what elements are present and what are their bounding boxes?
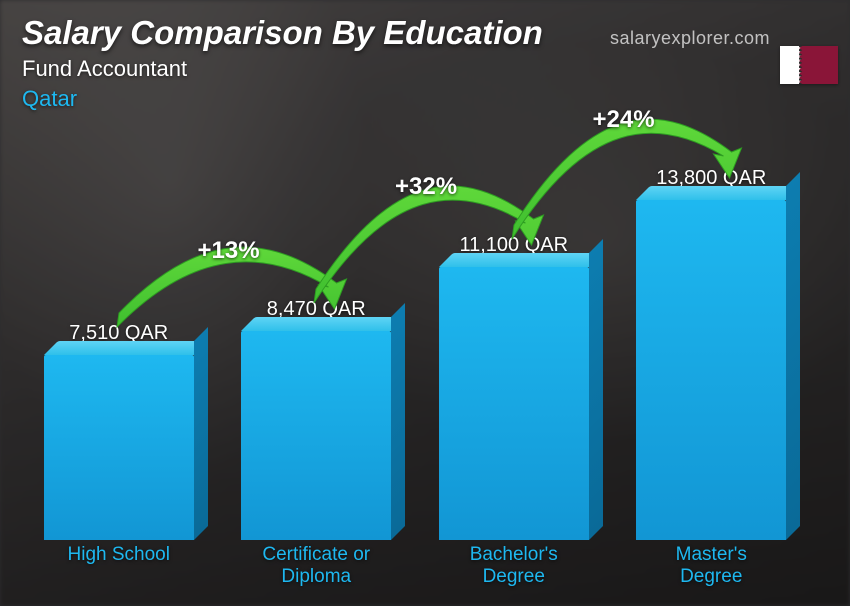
flag-fly xyxy=(799,46,838,84)
bar xyxy=(636,200,786,540)
watermark: salaryexplorer.com xyxy=(610,28,770,49)
bar xyxy=(241,331,391,540)
labels-container: High School Certificate orDiploma Bachelor… xyxy=(40,544,790,588)
qatar-flag-icon xyxy=(780,46,838,84)
bar-chart: 7,510 QAR 8,470 QAR 11,100 QAR 13,800 QAR H… xyxy=(40,130,790,588)
subtitle: Fund Accountant xyxy=(22,56,187,82)
country-label: Qatar xyxy=(22,86,77,112)
page-title: Salary Comparison By Education xyxy=(22,14,543,52)
bar xyxy=(44,355,194,540)
bar-label: Master'sDegree xyxy=(636,544,786,588)
bar-label: Bachelor'sDegree xyxy=(439,544,589,588)
bar-label: Certificate orDiploma xyxy=(241,544,391,588)
bar-wrap: 8,470 QAR xyxy=(241,298,391,540)
flag-hoist xyxy=(780,46,799,84)
bar-wrap: 7,510 QAR xyxy=(44,322,194,540)
bar-wrap: 13,800 QAR xyxy=(636,167,786,540)
infographic: Salary Comparison By Education Fund Acco… xyxy=(0,0,850,606)
bar-wrap: 11,100 QAR xyxy=(439,234,589,540)
bars-container: 7,510 QAR 8,470 QAR 11,100 QAR 13,800 QAR xyxy=(40,130,790,540)
bar xyxy=(439,267,589,540)
bar-label: High School xyxy=(44,544,194,588)
